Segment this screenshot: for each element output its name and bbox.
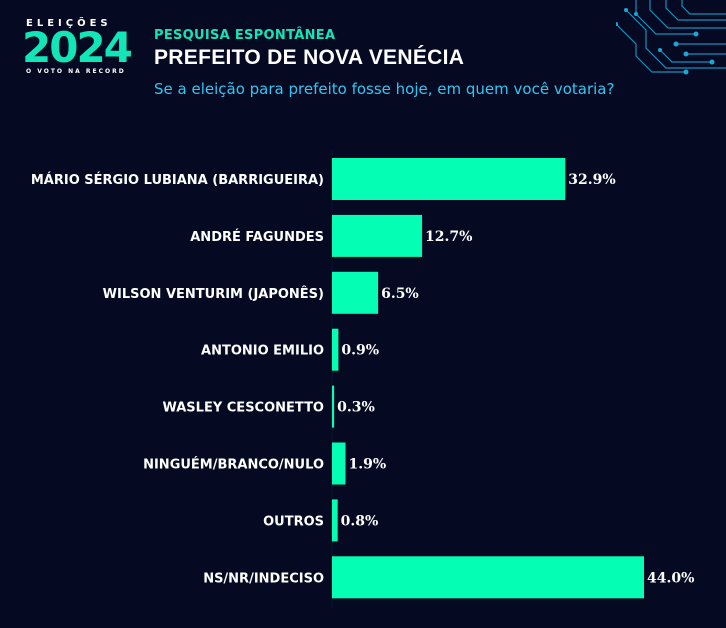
bar bbox=[332, 385, 335, 428]
bar bbox=[332, 556, 644, 599]
category-label: OUTROS bbox=[263, 514, 324, 529]
elections-2024-logo: ELEIÇÕES 2024 O VOTO NA RECORD bbox=[22, 18, 140, 78]
category-label: ANTONIO EMILIO bbox=[201, 344, 324, 359]
bar bbox=[332, 214, 423, 257]
category-label: NS/NR/INDECISO bbox=[203, 571, 324, 586]
bar bbox=[332, 158, 566, 200]
category-label: WILSON VENTURIM (JAPONÊS) bbox=[103, 286, 324, 302]
value-label: 0.8% bbox=[341, 513, 379, 529]
logo-bottom-text: O VOTO NA RECORD bbox=[26, 68, 126, 75]
logo-year: 2024 bbox=[22, 23, 133, 72]
value-label: 12.7% bbox=[425, 229, 472, 245]
value-label: 1.9% bbox=[348, 457, 386, 473]
value-label: 0.3% bbox=[337, 400, 375, 416]
bar bbox=[332, 442, 346, 485]
value-label: 44.0% bbox=[647, 570, 694, 586]
value-label: 32.9% bbox=[568, 172, 615, 188]
bar bbox=[332, 271, 379, 314]
category-label: NINGUÉM/BRANCO/NULO bbox=[143, 457, 324, 473]
category-label: ANDRÉ FAGUNDES bbox=[190, 229, 324, 245]
value-label: 0.9% bbox=[341, 343, 379, 359]
category-label: WASLEY CESCONETTO bbox=[162, 401, 324, 416]
survey-question: Se a eleição para prefeito fosse hoje, e… bbox=[154, 80, 615, 98]
survey-type: PESQUISA ESPONTÂNEA bbox=[154, 28, 336, 43]
logo-top-text: ELEIÇÕES bbox=[26, 18, 112, 29]
chart-title: PREFEITO DE NOVA VENÉCIA bbox=[154, 46, 465, 69]
category-label: MÁRIO SÉRGIO LUBIANA (BARRIGUEIRA) bbox=[31, 172, 324, 188]
circuit-decoration-icon bbox=[616, 0, 726, 75]
value-label: 6.5% bbox=[381, 286, 419, 302]
bar bbox=[332, 499, 338, 542]
bar bbox=[332, 328, 339, 371]
